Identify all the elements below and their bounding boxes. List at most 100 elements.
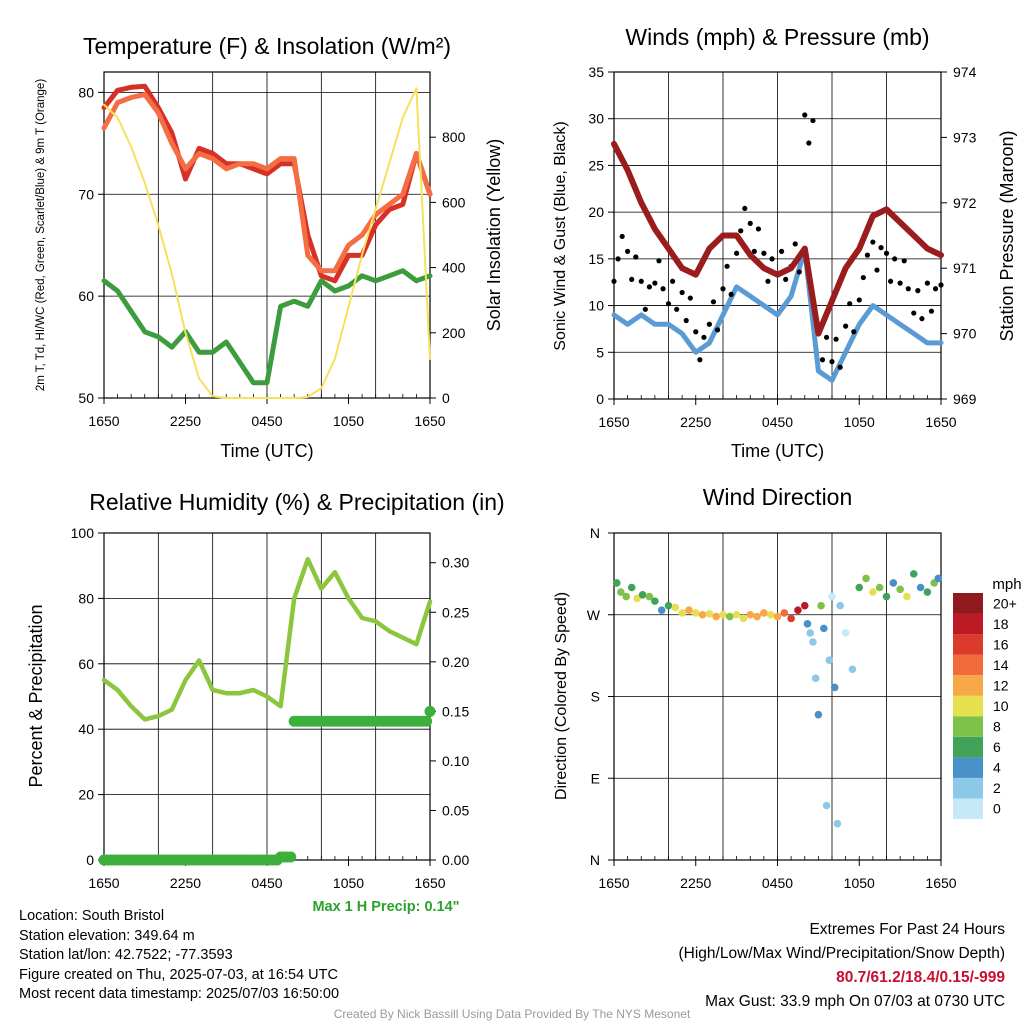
gust-point: [870, 239, 876, 245]
direction-point: [811, 674, 820, 683]
gust-point: [693, 329, 699, 335]
gust-point: [683, 317, 689, 324]
direction-point: [896, 585, 904, 594]
colorbar-label: 2: [993, 780, 1001, 796]
max-gust: Max Gust: 33.9 mph On 07/03 at 0730 UTC: [705, 993, 1005, 1010]
chart-title-humidity: Relative Humidity (%) & Precipitation (i…: [89, 489, 504, 515]
gust-point: [738, 228, 744, 234]
direction-point: [889, 579, 898, 587]
gust-point: [646, 284, 653, 290]
direction-point: [836, 601, 844, 610]
gust-point: [897, 280, 903, 286]
y-axis-label-direction: Direction (Colored By Speed): [553, 592, 570, 800]
gust-point: [833, 336, 839, 342]
gust-point: [724, 263, 730, 269]
y-tick-label-left: 15: [588, 251, 604, 267]
colorbar-swatch: [953, 695, 983, 717]
y-tick-label-right: 970: [953, 326, 977, 342]
direction-tick-label: N: [590, 525, 600, 541]
y-tick-label-left: 80: [78, 84, 94, 100]
direction-point: [698, 610, 707, 619]
direction-point: [739, 614, 748, 623]
direction-point: [685, 606, 693, 615]
precip-point: [285, 851, 297, 863]
direction-point: [882, 592, 891, 601]
direction-tick-label: W: [587, 607, 601, 623]
footer-credit: Created By Nick Bassill Using Data Provi…: [333, 1007, 691, 1021]
extremes-values: 80.7/61.2/18.4/0.15/-999: [836, 969, 1005, 986]
y-tick-label-right: 971: [953, 260, 977, 276]
temperature-series-1: [101, 91, 433, 274]
direction-point: [820, 624, 828, 633]
y-tick-label-left: 70: [78, 186, 94, 202]
y-tick-label-right: 0.20: [442, 654, 469, 670]
x-tick-label: 1650: [598, 414, 629, 430]
x-axis-label-temperature: Time (UTC): [220, 441, 313, 461]
y-tick-label-left: 0: [86, 852, 94, 868]
direction-point: [760, 609, 768, 617]
x-tick-label: 0450: [251, 875, 282, 891]
gust-point: [665, 301, 672, 307]
direction-point: [691, 609, 700, 617]
x-tick-label: 2250: [170, 875, 201, 891]
gust-point: [765, 278, 771, 284]
y-axis-label-insolation: Solar Insolation (Yellow): [484, 139, 504, 331]
gust-point: [751, 248, 757, 254]
direction-point: [638, 590, 647, 599]
gust-point: [642, 306, 648, 312]
colorbar-swatch: [953, 798, 983, 819]
y-tick-label-left: 60: [78, 656, 94, 672]
x-tick-label: 1650: [414, 875, 445, 891]
gust-point: [615, 256, 621, 262]
station-latlon: Station lat/lon: 42.7522; -77.3593: [19, 947, 233, 964]
gust-point: [796, 269, 802, 275]
direction-point: [719, 610, 727, 619]
y-tick-label-right: 969: [953, 391, 977, 407]
colorbar-swatch: [953, 777, 983, 799]
gust-point: [792, 241, 798, 247]
y-tick-label-left: 20: [78, 787, 94, 803]
direction-tick-label: S: [591, 689, 600, 705]
gust-point: [714, 327, 721, 333]
x-tick-label: 1050: [844, 414, 875, 430]
direction-point: [794, 606, 802, 615]
colorbar-swatch: [953, 654, 983, 676]
gust-point: [619, 233, 625, 240]
gust-point: [810, 117, 816, 124]
chart-title-temperature: Temperature (F) & Insolation (W/m²): [83, 33, 451, 59]
direction-point: [753, 612, 761, 621]
colorbar-swatch: [953, 634, 983, 655]
x-tick-label: 2250: [680, 414, 711, 430]
chart-title-direction: Wind Direction: [703, 484, 853, 510]
y-tick-label-left: 80: [78, 590, 94, 606]
x-tick-label: 1650: [925, 414, 956, 430]
y-tick-label-right: 974: [953, 64, 977, 80]
colorbar-label: 0: [993, 801, 1001, 817]
direction-point: [828, 592, 836, 601]
gust-point: [720, 286, 726, 292]
direction-point: [622, 592, 631, 601]
gust-point: [819, 357, 826, 363]
gust-point: [728, 291, 734, 297]
direction-point: [664, 601, 673, 610]
colorbar-swatch: [953, 613, 983, 635]
gust-point: [629, 276, 635, 283]
direction-point: [617, 588, 625, 596]
colorbar-label: 8: [993, 719, 1001, 735]
gust-point: [823, 334, 830, 340]
gust-point: [747, 220, 753, 226]
y-tick-label-left: 10: [588, 298, 604, 314]
y-tick-label-right: 0.00: [442, 852, 469, 868]
y-tick-label-right: 0.10: [442, 753, 469, 769]
y-tick-label-right: 0.05: [442, 802, 469, 818]
gust-point: [755, 226, 762, 232]
gust-point: [892, 256, 898, 262]
x-tick-label: 1650: [925, 875, 956, 891]
extremes-subtitle: (High/Low/Max Wind/Precipitation/Snow De…: [678, 945, 1006, 962]
gust-point: [915, 288, 921, 294]
x-tick-label: 0450: [762, 414, 793, 430]
chart-title-winds: Winds (mph) & Pressure (mb): [625, 24, 929, 50]
temperature-series-2: [101, 268, 433, 386]
gust-point: [878, 245, 884, 251]
y-tick-label-right: 0.30: [442, 555, 469, 571]
